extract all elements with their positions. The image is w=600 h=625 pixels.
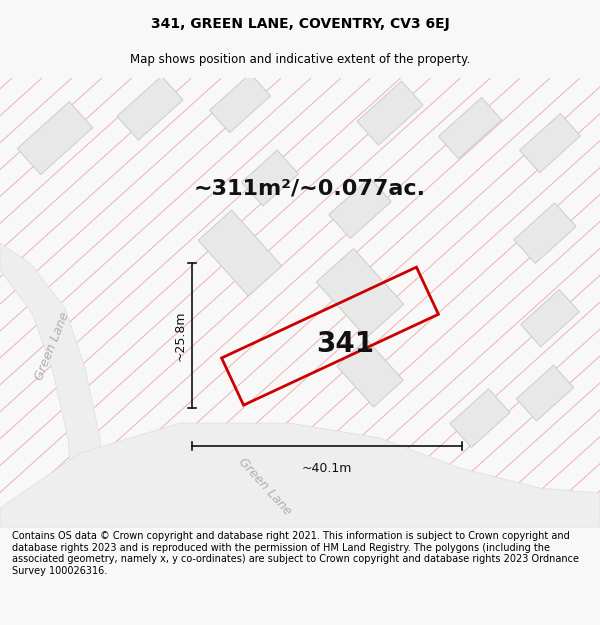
Polygon shape (0, 243, 105, 528)
Bar (517, 365, 574, 421)
Bar (329, 178, 391, 238)
Bar (450, 389, 510, 448)
Bar (521, 289, 580, 347)
Text: Green Lane: Green Lane (236, 455, 294, 518)
Bar (17, 102, 93, 174)
Polygon shape (0, 423, 600, 528)
Bar (357, 81, 423, 145)
Text: ~25.8m: ~25.8m (174, 311, 187, 361)
Bar (241, 150, 299, 206)
Text: ~311m²/~0.077ac.: ~311m²/~0.077ac. (194, 178, 426, 198)
Text: ~40.1m: ~40.1m (302, 462, 352, 475)
Text: 341, GREEN LANE, COVENTRY, CV3 6EJ: 341, GREEN LANE, COVENTRY, CV3 6EJ (151, 17, 449, 31)
Bar (316, 249, 404, 338)
Text: Contains OS data © Crown copyright and database right 2021. This information is : Contains OS data © Crown copyright and d… (12, 531, 579, 576)
Bar (439, 98, 502, 159)
Bar (117, 76, 183, 140)
Text: Green Lane: Green Lane (32, 310, 71, 382)
Bar (514, 203, 576, 263)
Text: Map shows position and indicative extent of the property.: Map shows position and indicative extent… (130, 53, 470, 66)
Bar (520, 114, 580, 172)
Bar (337, 339, 403, 407)
Text: 341: 341 (316, 330, 374, 358)
Bar (209, 74, 271, 132)
Bar (198, 210, 282, 296)
